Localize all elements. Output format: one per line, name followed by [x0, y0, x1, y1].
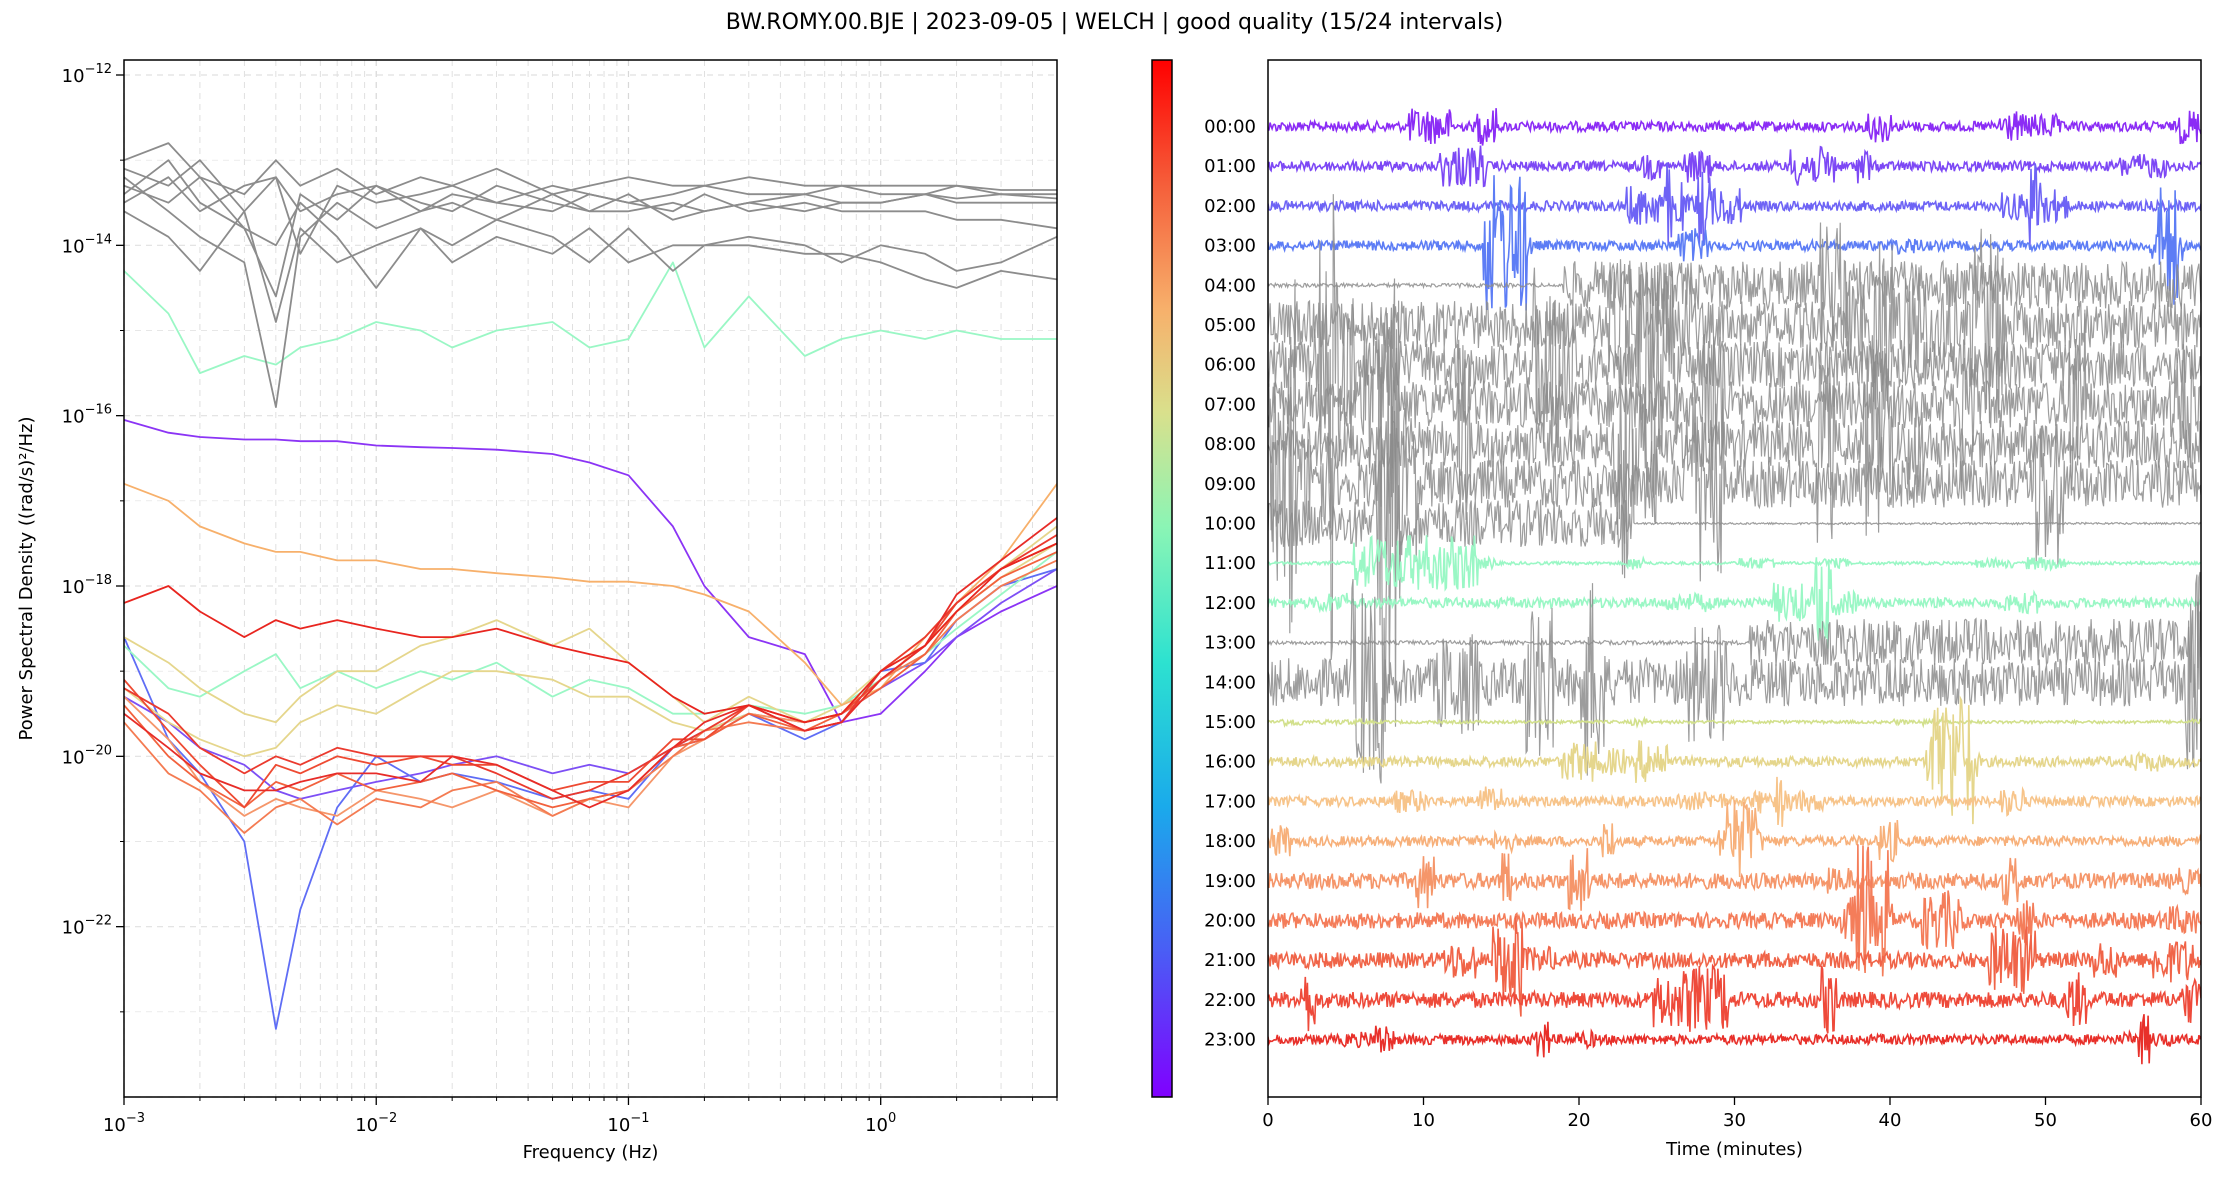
- psd-y-axis-label: Power Spectral Density ((rad/s)²/Hz): [16, 417, 37, 741]
- psd-y-tick-label: 10−14: [62, 232, 112, 257]
- psd-series-line: [124, 551, 1057, 715]
- colorbar: [1151, 59, 1173, 1098]
- helicorder-trace: [1268, 963, 2201, 1034]
- psd-grid: [123, 60, 1058, 1098]
- helicorder-trace: [1268, 194, 2201, 660]
- helicorder-trace: [1268, 534, 2201, 592]
- psd-series-line: [124, 534, 1057, 800]
- helicorder-trace: [1268, 304, 2201, 579]
- helicorder-hour-label: 01:00: [1204, 156, 1256, 177]
- psd-x-tick-label: 10−1: [607, 1111, 649, 1136]
- helicorder-hour-label: 21:00: [1204, 950, 1256, 971]
- helicorder-traces: [1268, 108, 2201, 1065]
- helicorder-trace: [1268, 162, 2201, 248]
- helicorder-trace: [1268, 800, 2201, 878]
- psd-series-line: [124, 261, 1057, 374]
- helicorder-trace: [1268, 916, 2201, 1017]
- helicorder-hour-label: 16:00: [1204, 752, 1256, 773]
- helicorder-hour-label: 15:00: [1204, 712, 1256, 733]
- helicorder-hour-label: 02:00: [1204, 196, 1256, 217]
- helicorder-trace: [1268, 108, 2201, 146]
- helicorder-hour-label: 04:00: [1204, 275, 1256, 296]
- helicorder-trace: [1268, 175, 2201, 311]
- helicorder-hour-label: 18:00: [1204, 831, 1256, 852]
- psd-series-line: [124, 542, 1057, 724]
- psd-axes-frame: [123, 59, 1058, 1098]
- helicorder-trace: [1268, 557, 2201, 649]
- helicorder-trace: [1268, 844, 2201, 977]
- psd-y-tick-label: 10−16: [62, 403, 112, 428]
- psd-y-tick-label: 10−22: [62, 914, 112, 939]
- helicorder-x-tick-label: 40: [1879, 1110, 1902, 1131]
- helicorder-hour-label: 14:00: [1204, 672, 1256, 693]
- helicorder-trace: [1268, 848, 2201, 911]
- psd-series-group: [124, 142, 1057, 1030]
- psd-y-tick-label: 10−12: [62, 62, 112, 87]
- helicorder-trace: [1268, 695, 2201, 825]
- figure-title: BW.ROMY.00.BJE | 2023-09-05 | WELCH | go…: [725, 10, 1504, 35]
- psd-series-line: [124, 210, 1057, 323]
- helicorder-trace: [1268, 715, 2201, 729]
- psd-panel: 10−3 10−2 10−1 100 10−22 10−20 10−18 10−16 10−14…: [16, 59, 1058, 1163]
- helicorder-x-tick-label: 10: [1412, 1110, 1435, 1131]
- helicorder-x-tick-label: 50: [2034, 1110, 2057, 1131]
- helicorder-trace: [1268, 279, 2201, 634]
- helicorder-trace: [1268, 309, 2201, 496]
- helicorder-x-tick-label: 30: [1723, 1110, 1746, 1131]
- helicorder-hour-label: 03:00: [1204, 236, 1256, 257]
- helicorder-trace: [1268, 1014, 2201, 1065]
- helicorder-hour-label: 07:00: [1204, 394, 1256, 415]
- psd-series-line: [124, 568, 1057, 800]
- helicorder-hour-label: 11:00: [1204, 553, 1256, 574]
- psd-series-line: [124, 525, 1057, 724]
- psd-series-line: [124, 517, 1057, 809]
- helicorder-trace: [1268, 222, 2201, 353]
- psd-x-axis-label: Frequency (Hz): [523, 1142, 659, 1163]
- helicorder-trace: [1268, 145, 2201, 188]
- helicorder-hour-label: 23:00: [1204, 1030, 1256, 1051]
- psd-series-line: [124, 159, 1057, 298]
- helicorder-hour-label: 19:00: [1204, 871, 1256, 892]
- helicorder-hour-label: 12:00: [1204, 593, 1256, 614]
- psd-series-line: [124, 551, 1057, 809]
- psd-x-tick-label: 10−2: [355, 1111, 397, 1136]
- helicorder-x-tick-label: 0: [1262, 1110, 1273, 1131]
- helicorder-hour-label: 10:00: [1204, 514, 1256, 535]
- helicorder-x-axis-label: Time (minutes): [1665, 1139, 1803, 1160]
- psd-series-line: [124, 419, 1057, 724]
- psd-series-line: [124, 176, 1057, 289]
- psd-series-line: [124, 176, 1057, 221]
- helicorder-hour-label: 00:00: [1204, 117, 1256, 138]
- psd-series-line: [124, 542, 1057, 809]
- helicorder-hour-label: 09:00: [1204, 474, 1256, 495]
- psd-x-tick-label: 100: [865, 1111, 896, 1136]
- colorbar-gradient: [1151, 59, 1173, 1098]
- helicorder-trace: [1268, 228, 2201, 424]
- psd-series-line: [124, 159, 1057, 255]
- helicorder-trace: [1268, 278, 2201, 765]
- helicorder-hour-label: 13:00: [1204, 633, 1256, 654]
- helicorder-hour-label: 05:00: [1204, 315, 1256, 336]
- psd-series-line: [124, 559, 1057, 834]
- psd-series-line: [124, 482, 1057, 707]
- helicorder-hour-label: 20:00: [1204, 911, 1256, 932]
- psd-y-tick-label: 10−20: [62, 743, 112, 768]
- psd-y-tick-label: 10−18: [62, 573, 112, 598]
- helicorder-hour-label: 17:00: [1204, 791, 1256, 812]
- helicorder-x-tick-label: 20: [1568, 1110, 1591, 1131]
- helicorder-trace: [1268, 571, 2201, 698]
- helicorder-panel: 00:00 01:00 02:00 03:00 04:00 05:00 06:00 07:00…: [1204, 59, 2213, 1160]
- psd-x-tick-label: 10−3: [103, 1111, 145, 1136]
- helicorder-x-tick-label: 60: [2190, 1110, 2213, 1131]
- psd-series-line: [124, 142, 1057, 196]
- helicorder-hour-label: 22:00: [1204, 990, 1256, 1011]
- helicorder-hour-label: 06:00: [1204, 355, 1256, 376]
- helicorder-trace: [1268, 579, 2201, 784]
- helicorder-hour-label: 08:00: [1204, 434, 1256, 455]
